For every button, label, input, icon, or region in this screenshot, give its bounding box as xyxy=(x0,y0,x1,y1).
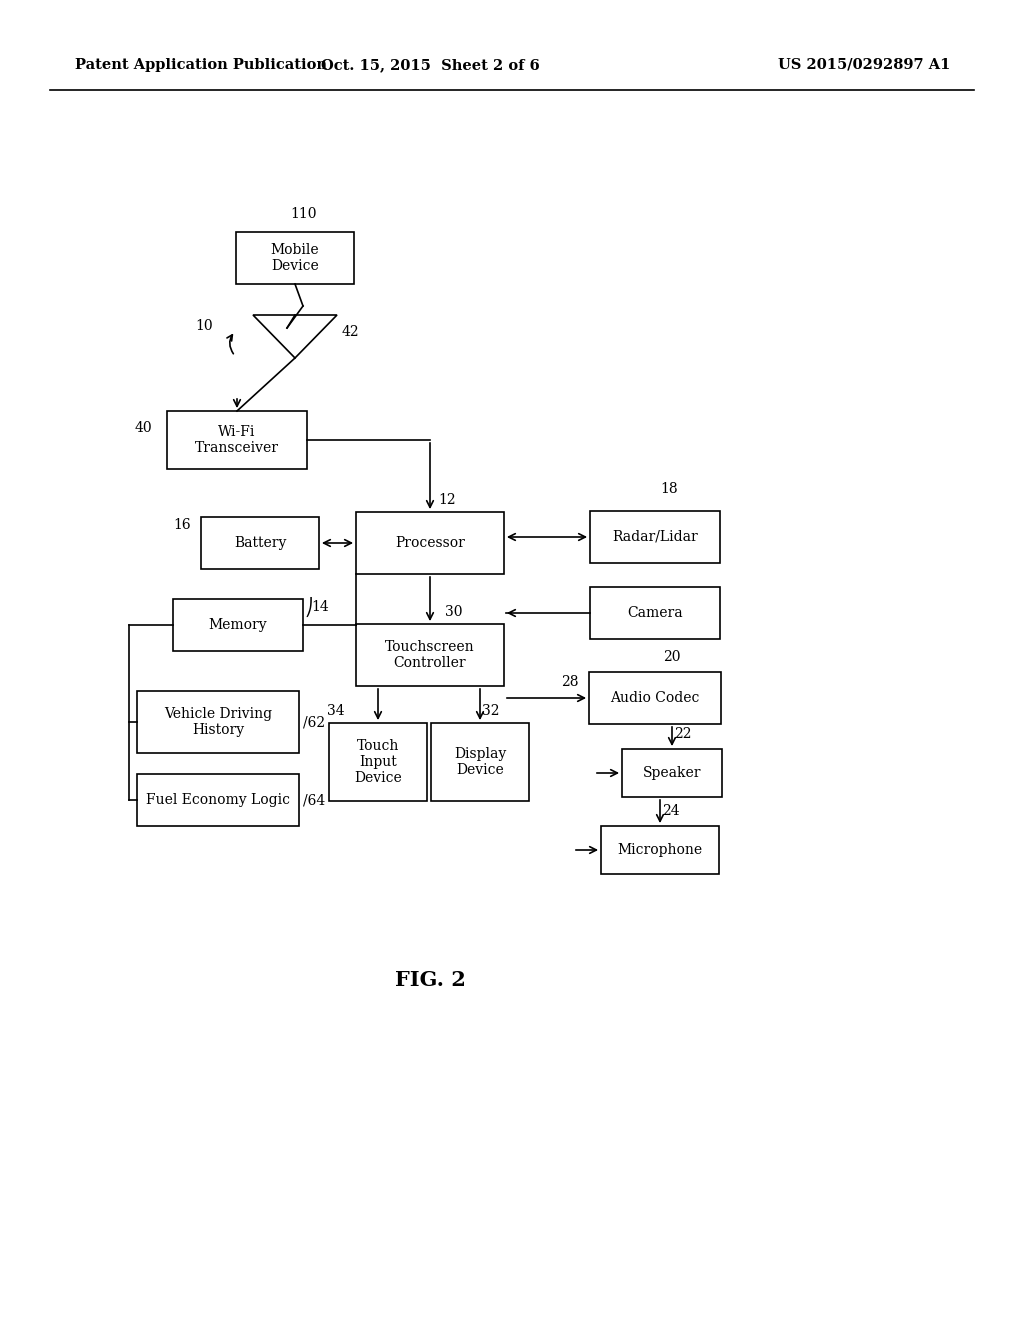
Text: 18: 18 xyxy=(660,482,678,496)
Text: 30: 30 xyxy=(445,605,463,619)
Text: Patent Application Publication: Patent Application Publication xyxy=(75,58,327,73)
Text: /64: /64 xyxy=(303,793,326,807)
Text: 34: 34 xyxy=(327,704,345,718)
Text: 28: 28 xyxy=(561,675,579,689)
Bar xyxy=(201,517,319,569)
Text: ⎠: ⎠ xyxy=(305,597,313,616)
Bar xyxy=(590,587,720,639)
Text: Display
Device: Display Device xyxy=(454,747,506,777)
Text: Speaker: Speaker xyxy=(643,766,701,780)
Text: Mobile
Device: Mobile Device xyxy=(270,243,319,273)
Text: FIG. 2: FIG. 2 xyxy=(394,970,466,990)
Bar xyxy=(431,723,529,801)
Bar xyxy=(622,748,722,797)
Text: Touch
Input
Device: Touch Input Device xyxy=(354,739,401,785)
Text: US 2015/0292897 A1: US 2015/0292897 A1 xyxy=(777,58,950,73)
Text: 12: 12 xyxy=(438,492,456,507)
Text: 42: 42 xyxy=(342,325,359,338)
Text: 32: 32 xyxy=(482,704,500,718)
Text: Camera: Camera xyxy=(627,606,683,620)
Text: Microphone: Microphone xyxy=(617,843,702,857)
Text: 14: 14 xyxy=(311,601,329,614)
Text: Vehicle Driving
History: Vehicle Driving History xyxy=(164,708,272,737)
Bar xyxy=(329,723,427,801)
Text: Memory: Memory xyxy=(209,618,267,632)
Text: 16: 16 xyxy=(173,517,190,532)
Text: Audio Codec: Audio Codec xyxy=(610,690,699,705)
Text: Radar/Lidar: Radar/Lidar xyxy=(612,531,698,544)
Bar xyxy=(173,599,303,651)
Text: /62: /62 xyxy=(303,715,326,729)
Text: Battery: Battery xyxy=(233,536,286,550)
Bar xyxy=(356,624,504,686)
Text: 40: 40 xyxy=(135,421,153,436)
Bar xyxy=(601,826,719,874)
Bar xyxy=(589,672,721,723)
Text: Touchscreen
Controller: Touchscreen Controller xyxy=(385,640,475,671)
Text: 20: 20 xyxy=(663,649,681,664)
Text: Processor: Processor xyxy=(395,536,465,550)
Bar xyxy=(356,512,504,574)
Text: Fuel Economy Logic: Fuel Economy Logic xyxy=(146,793,290,807)
Text: 10: 10 xyxy=(195,319,213,333)
Text: Wi-Fi
Transceiver: Wi-Fi Transceiver xyxy=(195,425,279,455)
Bar xyxy=(137,774,299,826)
Bar xyxy=(590,511,720,564)
Text: Oct. 15, 2015  Sheet 2 of 6: Oct. 15, 2015 Sheet 2 of 6 xyxy=(321,58,540,73)
Text: 110: 110 xyxy=(290,207,316,220)
Bar xyxy=(236,232,354,284)
Text: 24: 24 xyxy=(662,804,680,818)
Bar xyxy=(167,411,307,469)
Bar xyxy=(137,690,299,752)
Text: 22: 22 xyxy=(674,727,691,741)
